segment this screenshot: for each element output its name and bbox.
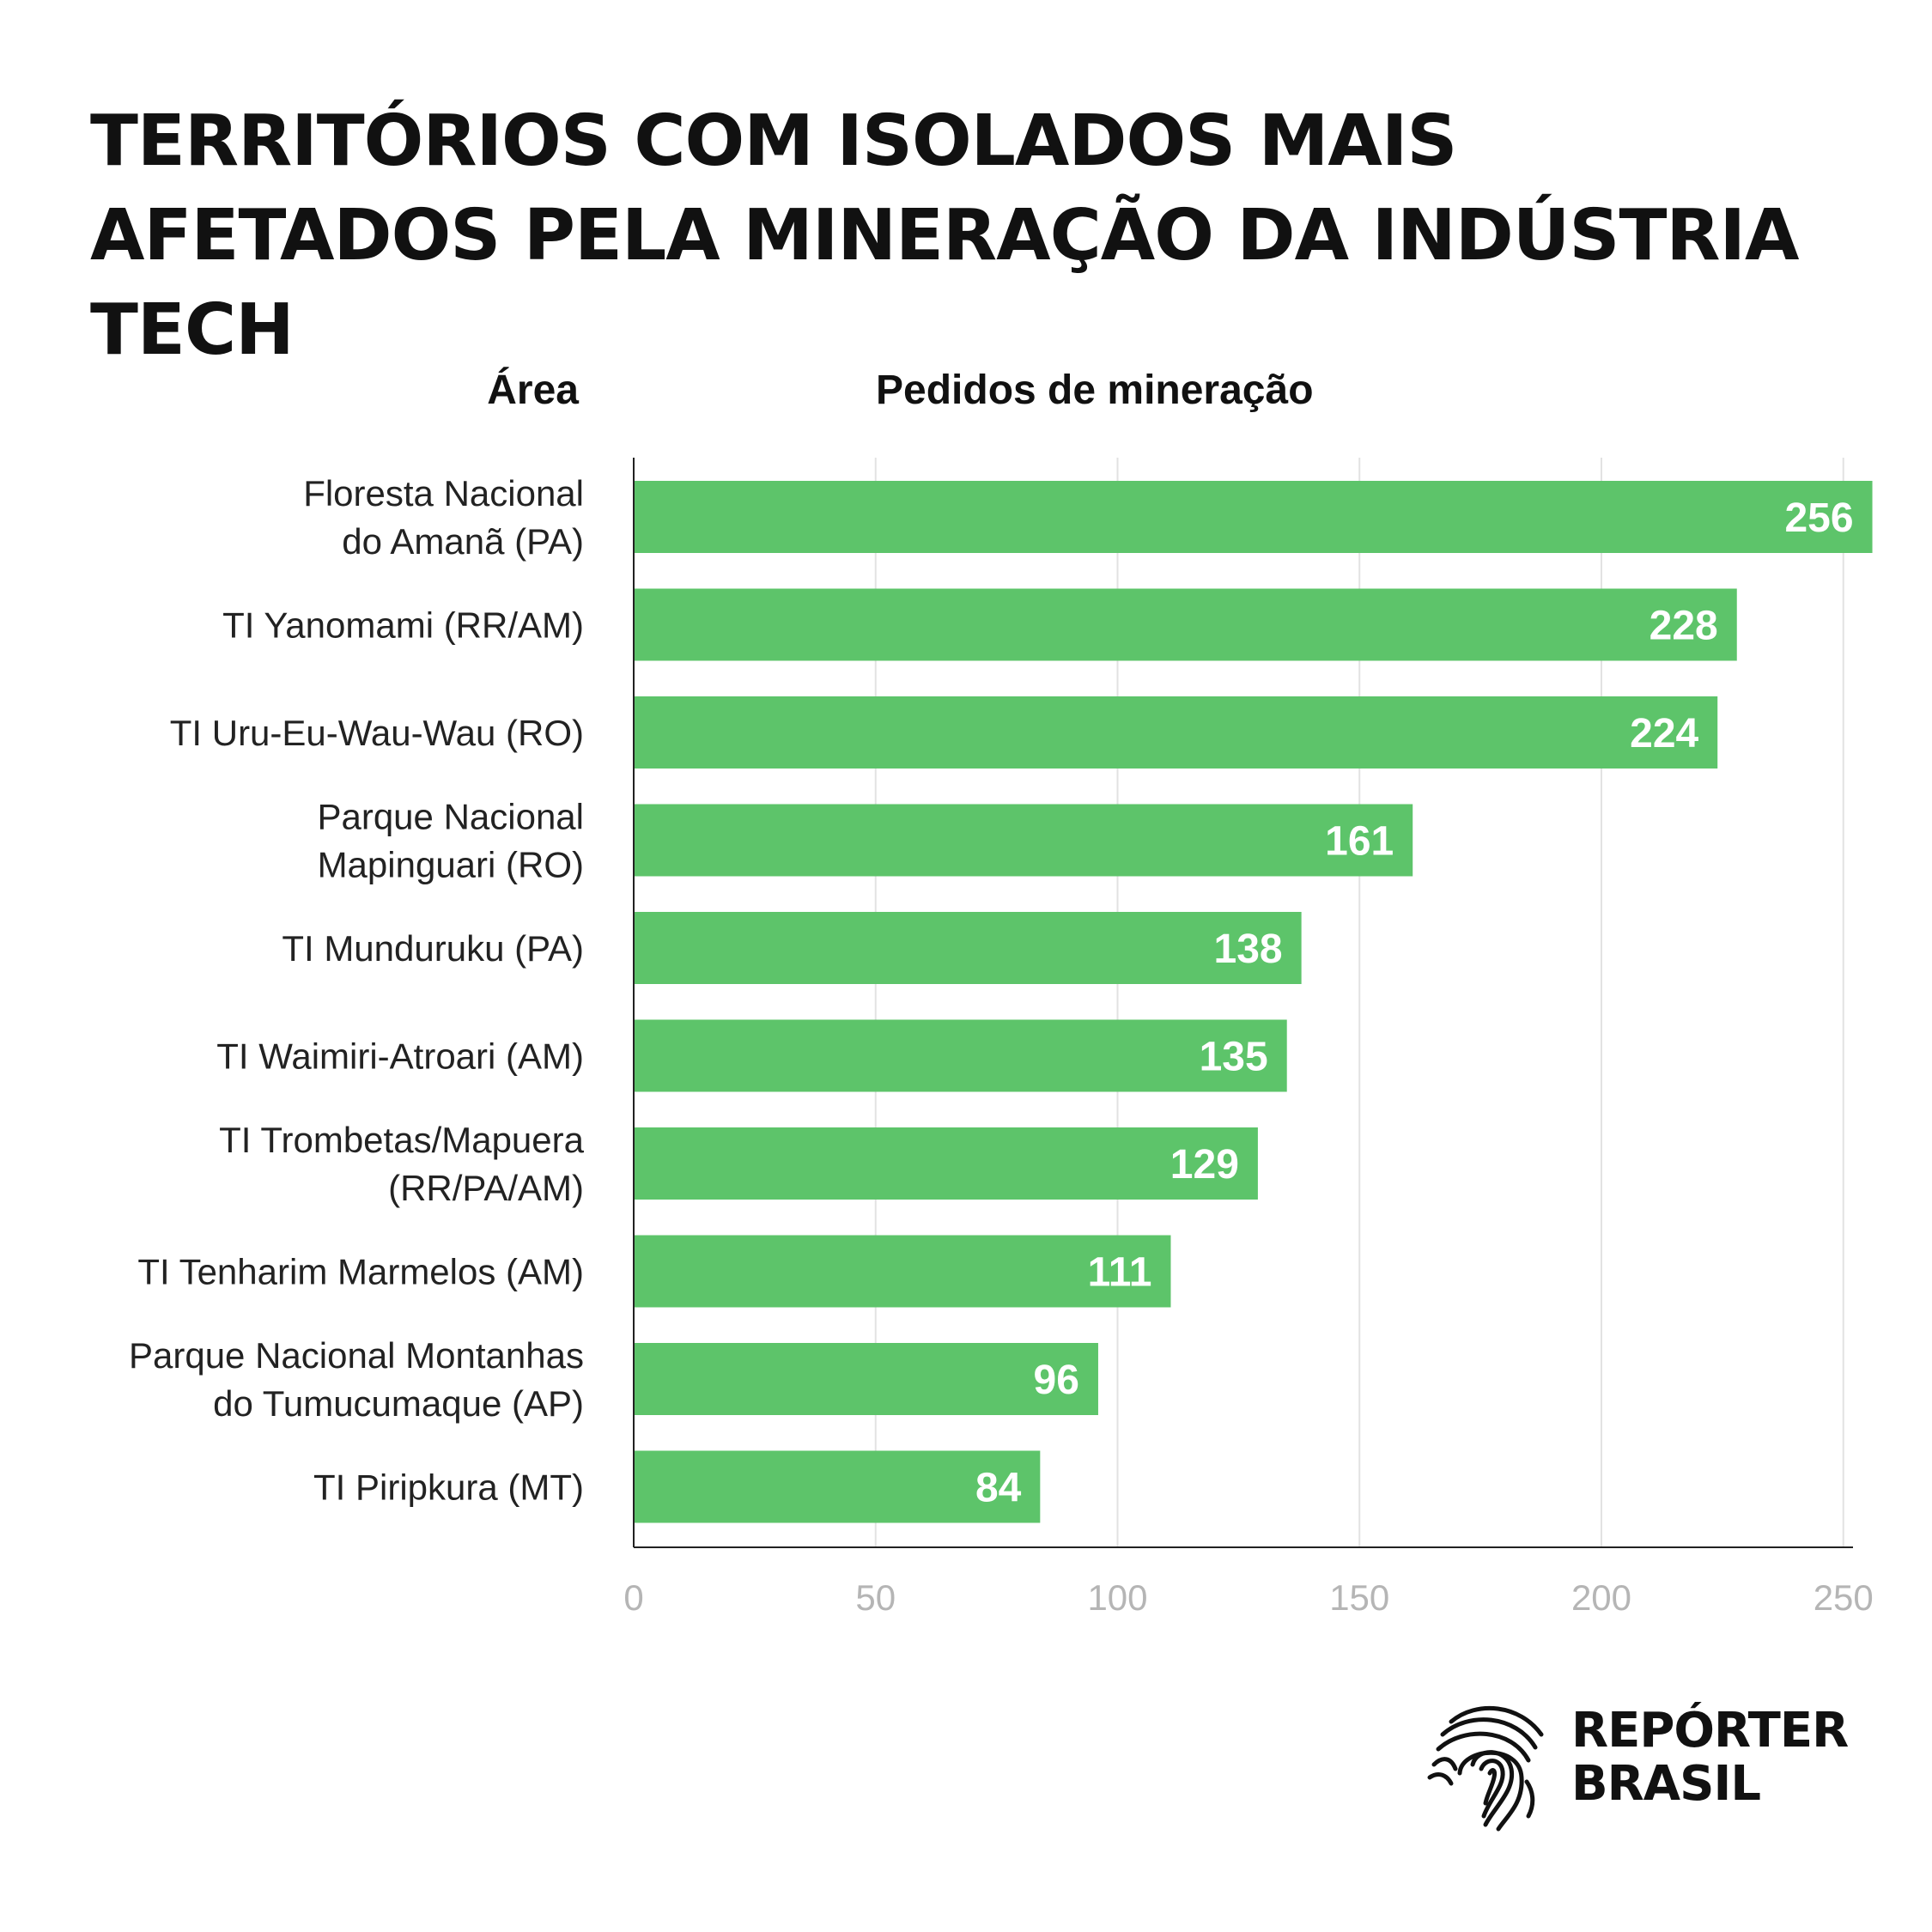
category-label: Mapinguari (RO): [318, 845, 584, 885]
axes: [633, 458, 1853, 1548]
bar-value-label: 256: [1784, 495, 1853, 541]
bars: 256 228 224 161 138 135 129 111 96 84: [634, 481, 1873, 1523]
x-tick-label: 100: [1087, 1577, 1147, 1618]
x-tick-label: 0: [623, 1577, 643, 1618]
category-label: Parque Nacional Montanhas: [129, 1335, 584, 1376]
x-axis-ticks: 0 50 100 150 200 250: [623, 1577, 1873, 1618]
bar: [634, 1127, 1258, 1200]
value-column-header: Pedidos de mineração: [876, 368, 1314, 413]
bar-chart: 256 228 224 161 138 135 129 111 96 84 Floresta Na…: [129, 458, 1874, 1618]
category-label: TI Tenharim Marmelos (AM): [137, 1252, 584, 1292]
bar: [634, 481, 1873, 553]
bar: [634, 912, 1302, 984]
category-label: TI Yanomami (RR/AM): [222, 605, 584, 646]
category-label: TI Trombetas/Mapuera: [219, 1120, 584, 1160]
bar-value-label: 135: [1200, 1035, 1268, 1080]
bar-value-label: 161: [1325, 819, 1394, 865]
chart-title: TERRITÓRIOS COM ISOLADOS MAIS AFETADOS P…: [90, 100, 1800, 371]
bar-value-label: 138: [1214, 927, 1283, 972]
bar-value-label: 228: [1649, 604, 1718, 649]
category-label: Parque Nacional: [317, 797, 584, 837]
bar: [634, 804, 1413, 877]
area-column-header: Área: [487, 368, 579, 413]
fingerprint-brazil-map-icon: [1427, 1705, 1544, 1832]
category-label: do Amanã (PA): [342, 521, 584, 562]
category-label: TI Piripkura (MT): [313, 1467, 584, 1508]
bar: [634, 1450, 1041, 1523]
bar: [634, 588, 1737, 661]
category-labels: Floresta Nacional do Amanã (PA) TI Yanomam…: [129, 473, 585, 1508]
bar-value-label: 224: [1630, 711, 1698, 756]
bar: [634, 1019, 1287, 1092]
x-tick-label: 200: [1571, 1577, 1631, 1618]
category-label: (RR/PA/AM): [388, 1168, 584, 1208]
bar-value-label: 111: [1088, 1250, 1152, 1296]
category-label: Floresta Nacional: [303, 473, 584, 513]
bar-value-label: 84: [975, 1466, 1022, 1511]
category-label: TI Waimiri-Atroari (AM): [216, 1036, 584, 1077]
bar: [634, 696, 1718, 769]
x-tick-label: 250: [1814, 1577, 1874, 1618]
logo-text-line2: BRASIL: [1571, 1756, 1761, 1812]
bar-value-label: 96: [1034, 1358, 1079, 1403]
category-label: TI Munduruku (PA): [282, 928, 584, 969]
bar-value-label: 129: [1170, 1142, 1239, 1188]
x-tick-label: 50: [855, 1577, 896, 1618]
reporter-brasil-logo: REPÓRTER BRASIL: [1425, 1696, 1872, 1833]
category-label: do Tumucumaque (AP): [213, 1383, 584, 1424]
bar: [634, 1343, 1098, 1415]
logo-text-line1: REPÓRTER: [1571, 1703, 1849, 1759]
category-label: TI Uru-Eu-Wau-Wau (RO): [170, 713, 584, 753]
bar: [634, 1235, 1171, 1308]
x-tick-label: 150: [1329, 1577, 1389, 1618]
